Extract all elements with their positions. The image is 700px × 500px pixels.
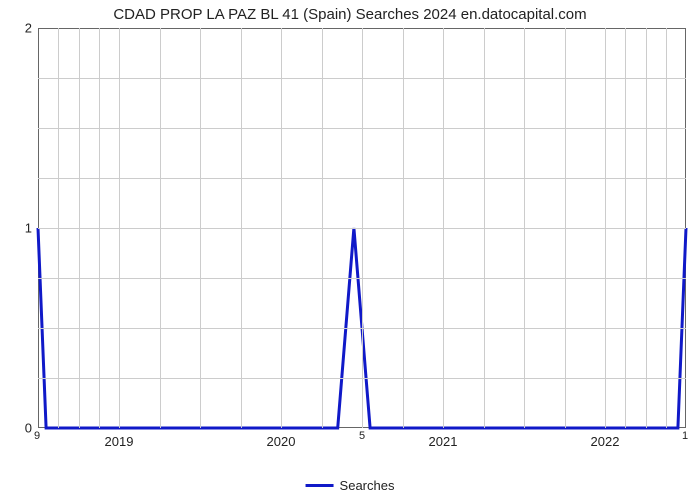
legend: Searches: [306, 478, 395, 493]
gridline-h: [38, 378, 686, 379]
gridline-h: [38, 178, 686, 179]
gridline-h: [38, 128, 686, 129]
y-tick-label: 1: [25, 221, 38, 236]
chart-container: CDAD PROP LA PAZ BL 41 (Spain) Searches …: [0, 0, 700, 500]
gridline-h: [38, 228, 686, 229]
gridline-h: [38, 328, 686, 329]
corner-label-left: 9: [34, 430, 40, 442]
legend-swatch: [306, 484, 334, 487]
corner-label-mid: 5: [359, 430, 365, 442]
x-tick-label: 2022: [591, 428, 620, 449]
corner-label-right: 1: [682, 430, 688, 442]
x-tick-label: 2021: [429, 428, 458, 449]
y-tick-label: 2: [25, 21, 38, 36]
x-tick-label: 2019: [105, 428, 134, 449]
gridline-h: [38, 78, 686, 79]
legend-label: Searches: [340, 478, 395, 493]
plot-area: 0122019202020212022: [38, 28, 686, 428]
gridline-h: [38, 278, 686, 279]
chart-title: CDAD PROP LA PAZ BL 41 (Spain) Searches …: [0, 6, 700, 23]
x-tick-label: 2020: [267, 428, 296, 449]
